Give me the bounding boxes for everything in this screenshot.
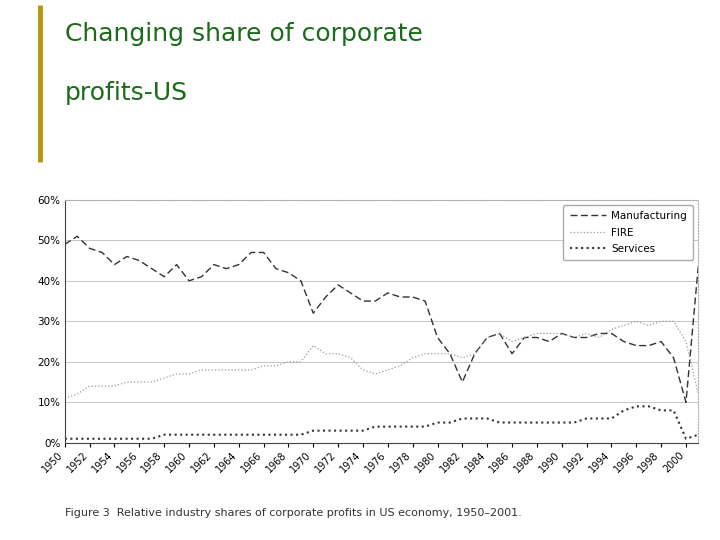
Services: [60, 435, 69, 442]
Line: Services: Services: [65, 406, 698, 438]
Services: [694, 431, 703, 438]
Manufacturing: [483, 334, 492, 341]
Manufacturing: [122, 253, 131, 260]
Manufacturing: [458, 379, 467, 386]
Services: [657, 407, 665, 414]
FIRE: [470, 350, 479, 357]
Services: [284, 431, 293, 438]
FIRE: [284, 359, 293, 365]
Services: [470, 415, 479, 422]
FIRE: [110, 383, 119, 389]
Manufacturing: [73, 233, 81, 240]
FIRE: [446, 350, 454, 357]
Manufacturing: [408, 294, 417, 300]
Text: profits-US: profits-US: [65, 81, 188, 105]
Line: FIRE: FIRE: [65, 321, 698, 399]
Manufacturing: [297, 278, 305, 284]
Manufacturing: [371, 298, 379, 305]
FIRE: [632, 318, 641, 325]
Services: [110, 435, 119, 442]
Manufacturing: [682, 399, 690, 406]
Services: [632, 403, 641, 409]
Services: [359, 428, 367, 434]
Legend: Manufacturing, FIRE, Services: Manufacturing, FIRE, Services: [563, 205, 693, 260]
Text: Changing share of corporate: Changing share of corporate: [65, 22, 423, 45]
Services: [446, 419, 454, 426]
Manufacturing: [60, 241, 69, 247]
FIRE: [359, 367, 367, 373]
FIRE: [657, 318, 665, 325]
FIRE: [694, 391, 703, 397]
Line: Manufacturing: Manufacturing: [65, 237, 698, 402]
FIRE: [60, 395, 69, 402]
Manufacturing: [694, 261, 703, 268]
Text: Figure 3  Relative industry shares of corporate profits in US economy, 1950–2001: Figure 3 Relative industry shares of cor…: [65, 508, 521, 518]
